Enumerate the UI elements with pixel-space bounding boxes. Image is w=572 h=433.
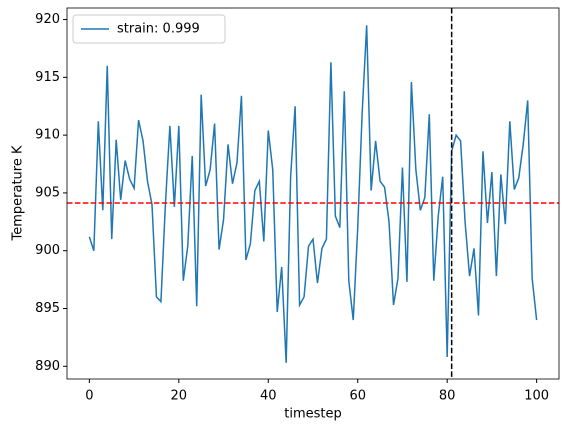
y-tick-label: 920 (35, 12, 60, 27)
plot-frame (66, 7, 560, 380)
x-tick-label: 20 (171, 389, 188, 404)
x-tick-label: 40 (260, 389, 277, 404)
x-tick-label: 60 (349, 389, 366, 404)
data-line (88, 25, 538, 363)
legend-label: strain: 0.999 (117, 22, 200, 37)
y-tick-label: 900 (35, 243, 60, 258)
y-tick-label: 895 (35, 301, 60, 316)
y-tick-label: 890 (35, 359, 60, 374)
x-axis-label: timestep (284, 407, 342, 422)
y-tick-label: 905 (35, 185, 60, 200)
x-tick-label: 80 (439, 389, 456, 404)
y-tick-label: 915 (35, 70, 60, 85)
x-tick-label: 100 (524, 389, 549, 404)
y-axis-label: Temperature K (11, 145, 26, 241)
y-tick-label: 910 (35, 128, 60, 143)
legend-box (72, 14, 226, 44)
x-tick-label: 0 (85, 389, 93, 404)
